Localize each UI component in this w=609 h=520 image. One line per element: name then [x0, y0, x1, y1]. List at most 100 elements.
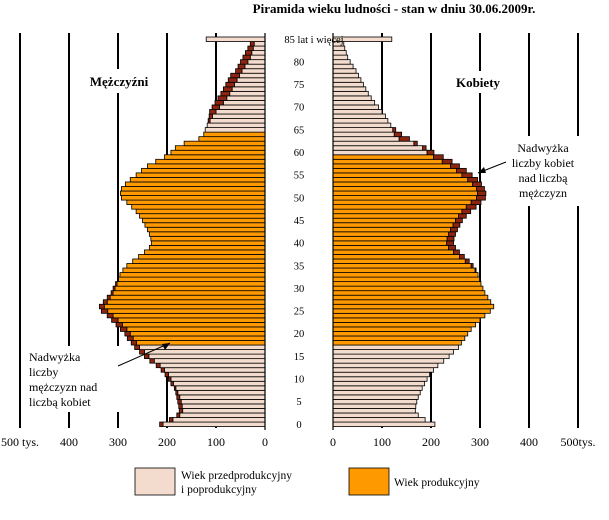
bar-women-age-74 [332, 86, 367, 92]
surplus-women-age-42 [448, 231, 456, 237]
bar-men-age-28 [109, 294, 266, 301]
bar-women-age-14 [332, 358, 445, 364]
bar-men-age-78 [241, 68, 266, 74]
surplus-men-age-28 [106, 294, 111, 301]
bar-women-age-42 [332, 231, 450, 237]
bar-women-age-35 [332, 263, 472, 269]
bar-women-age-12 [332, 367, 434, 373]
bar-men-age-17 [139, 344, 266, 350]
bar-men-age-63 [198, 136, 266, 142]
surplus-men-age-13 [155, 362, 161, 369]
age-tick-label: 80 [294, 57, 305, 68]
age-tick-label: 60 [294, 148, 305, 159]
bar-men-age-64 [203, 131, 266, 138]
bar-women-age-63 [332, 136, 400, 142]
bar-men-age-60 [170, 149, 266, 156]
bar-men-age-66 [206, 122, 266, 128]
surplus-women-age-38 [453, 249, 460, 255]
surplus-men-age-80 [240, 59, 249, 65]
surplus-men-age-73 [220, 90, 231, 97]
surplus-women-age-57 [450, 163, 460, 169]
bar-men-age-19 [132, 335, 266, 341]
bar-women-age-17 [332, 344, 459, 350]
bar-women-age-13 [332, 362, 439, 369]
bar-women-age-43 [332, 226, 451, 233]
surplus-men-age-16 [139, 349, 145, 355]
bar-women-age-33 [332, 272, 479, 278]
bar-men-age-36 [132, 258, 266, 264]
surplus-men-age-67 [207, 118, 211, 124]
bar-men-age-70 [219, 104, 266, 110]
bar-women-age-9 [332, 380, 426, 387]
bar-men-age-9 [172, 380, 266, 387]
bar-men-age-24 [112, 312, 266, 319]
bar-women-age-64 [332, 131, 395, 138]
bar-women-age-51 [332, 190, 478, 196]
bar-men-age-44 [144, 222, 266, 228]
women-surplus-note-line: liczby kobiet [512, 156, 575, 170]
women-surplus-arrowhead [478, 167, 486, 173]
bar-women-age-80 [332, 59, 351, 65]
surplus-women-age-53 [472, 181, 482, 187]
chart-title: Piramida wieku ludności - stan w dniu 30… [253, 1, 536, 16]
age-ticks: 0 5 10 15 20 25 30 35 40 45 50 55 60 65 70 75 80 85 lat i… [284, 35, 343, 431]
bar-women-age-56 [332, 167, 457, 174]
bar-men-age-29 [112, 290, 266, 296]
bar-women-age-77 [332, 72, 359, 79]
surplus-women-age-63 [398, 136, 410, 142]
x-tick-right: 400 [520, 435, 538, 449]
bar-women-age-48 [332, 204, 467, 210]
men-surplus-note-bg [26, 346, 128, 412]
x-ticks: 500 tys. 400 300 200 100 0 0 100 200 300 400 500tys… [1, 435, 596, 449]
age-tick-label: 85 lat i więcej [284, 35, 343, 46]
bar-men-age-32 [118, 276, 266, 283]
bar-men-age-4 [181, 403, 266, 409]
surplus-men-age-79 [237, 63, 246, 70]
bar-women-age-45 [332, 217, 456, 224]
bar-men-age-10 [170, 376, 266, 382]
bar-men-age-48 [131, 204, 266, 210]
age-tick-label: 0 [296, 420, 301, 431]
bar-women-age-52 [332, 186, 477, 192]
bar-women-age-25 [332, 308, 491, 314]
bar-women-age-55 [332, 172, 463, 178]
bar-men-age-39 [148, 244, 266, 251]
bar-men-age-16 [144, 349, 266, 355]
men-surplus-arrowhead [162, 343, 170, 350]
bar-men-age-62 [183, 140, 266, 147]
surplus-men-age-8 [173, 385, 177, 391]
bar-women-age-10 [332, 376, 428, 382]
surplus-women-age-59 [433, 154, 444, 160]
bar-men-age-38 [144, 249, 266, 255]
age-tick-label: 70 [294, 103, 305, 114]
bar-men-age-30 [114, 285, 266, 292]
bar-women-age-39 [332, 244, 450, 251]
surplus-women-age-46 [458, 213, 467, 219]
surplus-men-age-2 [176, 412, 181, 418]
x-tick-right: 500tys. [560, 435, 595, 449]
surplus-women-age-44 [452, 222, 461, 228]
surplus-men-age-1 [169, 417, 174, 423]
surplus-women-age-52 [476, 186, 485, 192]
surplus-men-age-77 [230, 72, 240, 79]
age-tick-label: 20 [294, 329, 305, 340]
bar-women-age-57 [332, 163, 451, 169]
x-tick-left: 0 [262, 435, 268, 449]
bar-men-age-74 [231, 86, 266, 92]
surplus-women-age-50 [476, 195, 486, 201]
bar-women-age-59 [332, 154, 434, 160]
men-surplus-note-line: liczby [29, 365, 58, 379]
bar-women-age-67 [332, 118, 389, 124]
bar-men-age-35 [126, 263, 266, 269]
bar-women-age-37 [332, 254, 460, 260]
surplus-men-age-24 [106, 312, 114, 319]
bar-men-age-76 [236, 77, 266, 83]
bar-women-age-38 [332, 249, 454, 255]
bar-women-age-1 [332, 417, 426, 423]
surplus-women-age-45 [455, 217, 463, 224]
bar-men-age-46 [139, 213, 266, 219]
surplus-men-age-68 [208, 113, 213, 119]
bar-men-age-0 [162, 421, 266, 427]
bar-women-age-60 [332, 149, 428, 156]
